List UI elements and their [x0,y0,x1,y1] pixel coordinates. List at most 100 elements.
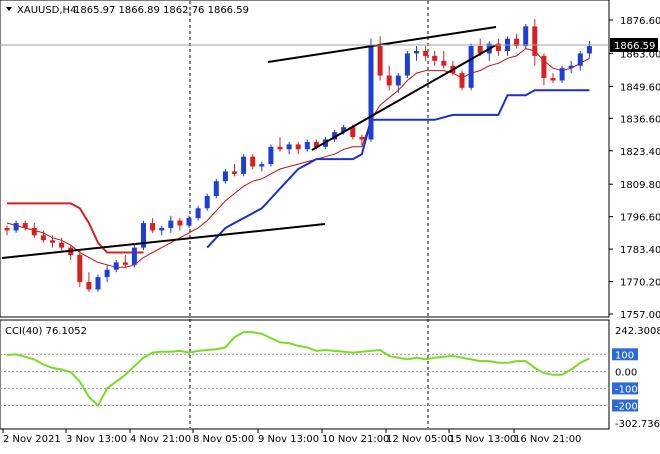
candle-body [495,43,501,51]
candle-body [468,46,474,88]
overlay-lines [6,47,590,268]
candle-body [550,78,556,81]
candle-body [532,26,538,56]
candle-body [86,282,92,290]
grid-layer [189,1,429,428]
current-price-text: 1866.59 [614,41,655,52]
candle-body [332,132,338,140]
candle-body [423,50,429,56]
cci-line [6,331,590,408]
candle-body [559,68,565,81]
candle-body [213,181,219,197]
price-tick-label: 1863.00 [620,49,660,60]
candle-body [13,223,19,231]
time-tick-label: 9 Nov 13:00 [258,434,319,445]
candle-body [441,60,447,66]
cci-level-tag [612,382,638,395]
support-trendline[interactable] [1,223,326,259]
candle-body [568,65,574,69]
candle-body [50,240,55,243]
price-tick-label: 1757.00 [620,310,660,321]
collapse-triangle-icon[interactable] [6,7,12,11]
indicator-pane[interactable] [0,319,610,430]
time-tick-label: 10 Nov 21:00 [322,434,389,445]
candle-body [404,53,410,76]
price-tick-label: 1876.60 [620,16,660,27]
price-tick-label: 1836.60 [620,114,660,125]
cci-tick-label: -200 [615,401,638,412]
candle-body [286,144,292,150]
cci-tick-label: 0.00 [615,367,637,378]
candle-body [368,46,374,140]
candle-body [131,247,137,265]
ohlc-readout: 1865.97 1866.89 1862.76 1866.59 [74,5,249,16]
candle-body [77,255,83,283]
time-tick-label: 16 Nov 21:00 [514,434,581,445]
price-tick-label: 1849.60 [620,82,660,93]
candle-body [204,196,210,209]
time-tick-label: 4 Nov 21:00 [130,434,191,445]
candle-body [141,223,146,248]
cci-label: CCI(40) 76.1052 [5,326,87,337]
candle-body [95,277,101,290]
axis-layer: 1876.60 1863.00 1849.60 1836.60 1823.40 1809.… [2,16,660,445]
candle-body [459,73,465,88]
candle-body [4,227,10,231]
candle-body [304,141,310,150]
cci-tick-label: 242.3008 [615,326,660,337]
candle-body [268,146,274,165]
candle-body [122,262,128,265]
candle-body [514,38,520,47]
candle-body [186,218,192,226]
price-tick-label: 1823.40 [620,147,660,158]
candle-body [577,53,583,66]
candle-body [395,75,401,86]
candle-body [159,227,165,231]
candle-body [168,220,174,228]
price-tick-label: 1770.20 [620,278,660,289]
candle-body [31,227,37,236]
candle-body [59,242,65,248]
cci-tick-label: 100 [615,350,634,361]
candle-body [222,171,228,182]
cci-level-tag [612,399,638,412]
main-chart-pane[interactable] [0,0,610,318]
time-tick-label: 2 Nov 2021 [3,434,61,445]
moving-average-blue-line [206,89,590,249]
candle-body [313,141,319,147]
cci-level-tag [612,348,638,361]
moving-average-red-line [6,47,590,268]
candle-body [432,55,438,61]
candle-body [359,137,365,140]
candle-body [541,55,547,79]
candle-body [523,26,529,47]
candle-body [177,220,183,226]
candle-body [414,50,419,54]
candle-body [241,156,247,174]
candle-body [104,269,110,278]
price-tick-label: 1796.60 [620,213,660,224]
candle-body [295,144,301,150]
time-tick-label: 8 Nov 05:00 [193,434,254,445]
supertrend-red-line [7,202,144,254]
candle-body [250,156,256,167]
price-tick-label: 1809.80 [620,180,660,191]
price-tick-label: 1783.40 [620,245,660,256]
candle-body [350,127,356,138]
candle-body [113,262,119,270]
candle-body [22,223,28,228]
candle-body [40,235,46,241]
cci-tick-label: -100 [615,384,638,395]
candle-body [477,46,483,54]
candle-body [259,164,265,167]
wedge-lower-trendline[interactable] [311,44,497,151]
symbol-label: XAUUSD,H4 [17,5,76,16]
time-tick-label: 15 Nov 13:00 [449,434,516,445]
cci-layer [0,331,609,408]
candle-body [150,223,156,231]
candle-body [377,46,383,76]
candle-body [195,208,201,219]
time-tick-label: 12 Nov 05:00 [386,434,453,445]
